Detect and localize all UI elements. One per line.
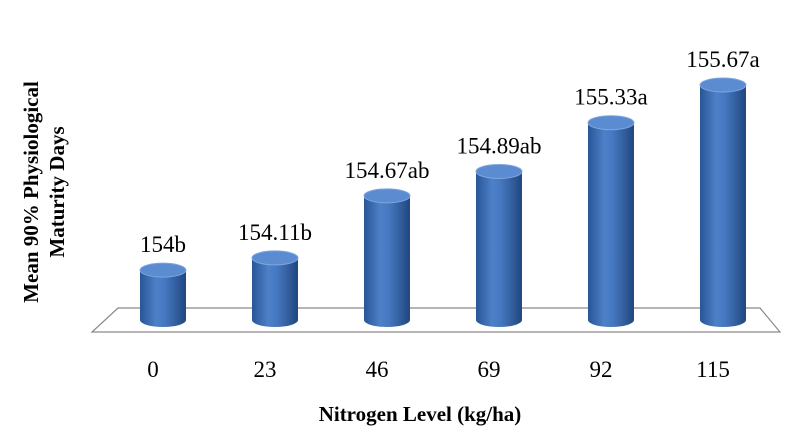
bar-23 [251,250,299,327]
data-label: 155.67a [686,47,759,72]
bar-top-cap [251,250,299,266]
bar-top-cap [475,163,523,179]
y-axis-title: Mean 90% Physiological Maturity Days [19,81,69,303]
bar-69 [475,163,523,327]
bar-body [476,171,522,327]
bar-92 [587,115,635,327]
x-tick-label: 92 [590,357,613,382]
data-label: 155.33a [574,85,647,110]
y-axis-title-line-1: Mean 90% Physiological [19,81,43,303]
x-tick-label: 69 [478,357,501,382]
bar-top-cap [139,262,187,278]
bar-top-cap [363,188,411,204]
x-tick-label: 115 [696,357,730,382]
data-label: 154.11b [238,220,312,245]
bar-body [700,85,746,327]
bar-0 [139,262,187,327]
data-label: 154.67ab [345,158,430,183]
bar-115 [699,77,747,327]
data-labels-group: 154b 154.11b 154.67ab 154.89ab 155.33a 155.67… [140,47,760,257]
bar-body [140,270,186,327]
bar-top-cap [699,77,747,93]
bar-body [252,257,298,327]
x-tick-label: 46 [366,357,389,382]
data-label: 154b [140,232,186,257]
x-tick-label: 0 [147,357,159,382]
data-label: 154.89ab [457,133,542,158]
x-tick-labels-group: 0 23 46 69 92 115 [147,357,730,382]
bars-group [139,77,747,327]
chart-floor [90,307,782,333]
bar-body [588,122,634,327]
x-axis-title: Nitrogen Level (kg/ha) [319,402,522,426]
bar-body [364,195,410,327]
bar-top-cap [587,115,635,131]
bar-46 [363,188,411,327]
x-tick-label: 23 [254,357,277,382]
y-axis-title-line-2: Maturity Days [45,126,69,257]
